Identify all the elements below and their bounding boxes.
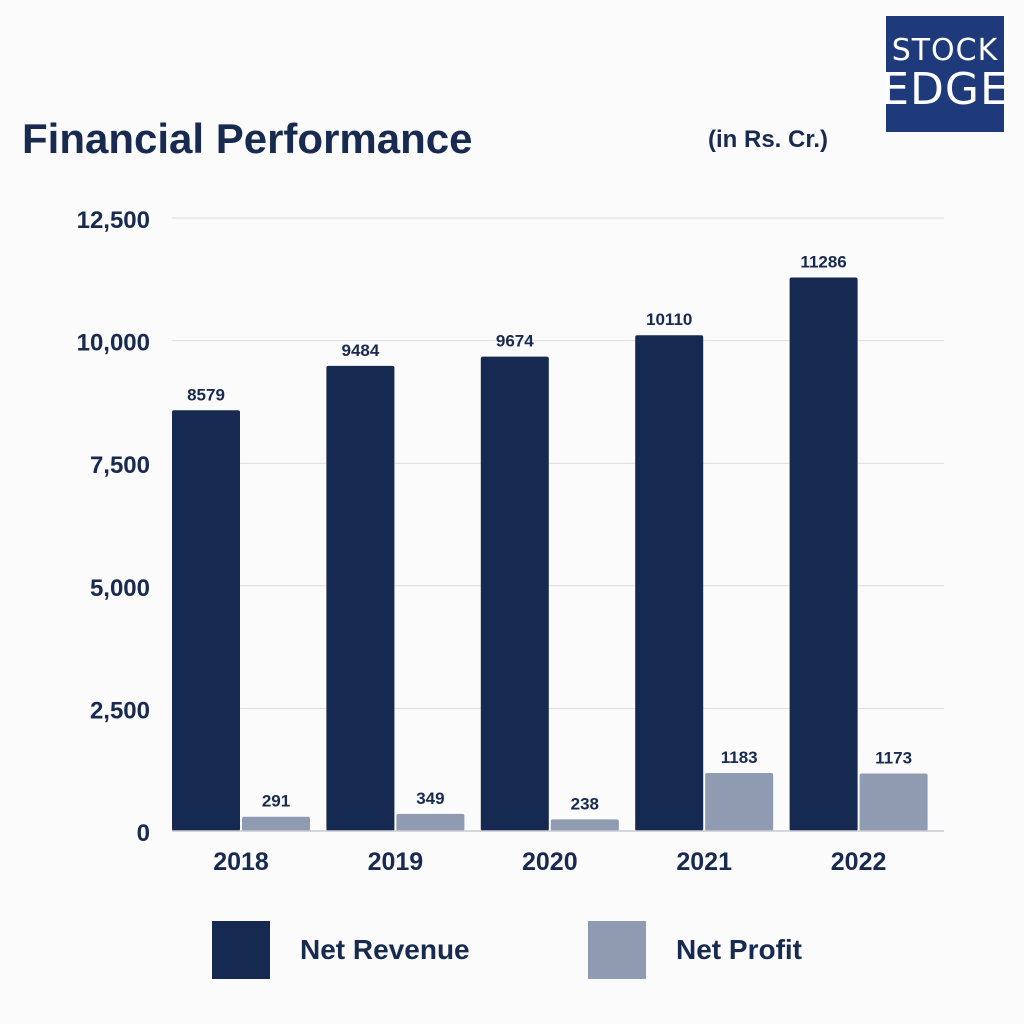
bar-net-revenue-2021 [635,335,704,831]
x-axis: 2018 2019 2020 2021 2022 [172,830,944,876]
bar-net-revenue-2022 [789,277,858,831]
bar-net-profit-2018 [242,816,310,831]
data-label-net-profit-2021: 1183 [721,748,758,767]
data-label-net-revenue-2021: 10110 [646,310,692,329]
data-label-net-revenue-2019: 9484 [341,341,379,360]
chart-title: Financial Performance [22,115,473,162]
x-tick-label-2021: 2021 [676,848,732,876]
logo-text-bottom: EDGE [881,64,1009,115]
bar-net-profit-2019 [396,813,465,831]
y-axis: 0 2,500 5,000 7,500 10,000 12,500 [77,207,150,847]
y-tick-label: 7,500 [90,452,150,479]
bar-net-revenue-2020 [480,356,549,831]
y-tick-label: 12,500 [77,207,150,234]
y-tick-label: 5,000 [90,575,150,602]
bar-chart: 0 2,500 5,000 7,500 10,000 12,500 8579 291 9484… [77,207,944,876]
y-tick-label: 2,500 [90,697,150,724]
bars: 8579 291 9484 349 9674 238 10110 1183 11286 1173 [172,253,928,831]
y-tick-label: 10,000 [77,330,150,357]
bar-net-revenue-2019 [326,365,395,831]
bar-net-profit-2021 [705,772,774,831]
x-tick-label-2020: 2020 [522,848,578,876]
x-tick-label-2022: 2022 [831,848,887,876]
unit-label: (in Rs. Cr.) [708,126,829,153]
data-label-net-profit-2020: 238 [571,794,599,813]
data-label-net-revenue-2022: 11286 [800,253,846,272]
logo-text-top: STOCK [891,33,999,68]
x-tick-label-2019: 2019 [368,848,424,876]
data-label-net-profit-2019: 349 [416,789,444,808]
legend-swatch-net-profit [588,921,646,979]
legend-item-net-revenue: Net Revenue [212,921,470,979]
data-label-net-revenue-2018: 8579 [187,385,225,404]
bar-net-profit-2020 [550,819,619,831]
x-tick-label-2018: 2018 [213,848,269,876]
legend-label-net-revenue: Net Revenue [300,934,470,965]
legend-swatch-net-revenue [212,921,270,979]
data-label-net-profit-2018: 291 [262,792,290,811]
legend-label-net-profit: Net Profit [676,934,802,965]
data-label-net-revenue-2020: 9674 [496,332,534,351]
y-tick-label: 0 [137,820,150,847]
bar-net-revenue-2018 [172,410,240,831]
stock-edge-logo: STOCK EDGE [881,16,1008,132]
legend-item-net-profit: Net Profit [588,921,802,979]
bar-net-profit-2022 [859,773,928,831]
data-label-net-profit-2022: 1173 [875,748,912,767]
